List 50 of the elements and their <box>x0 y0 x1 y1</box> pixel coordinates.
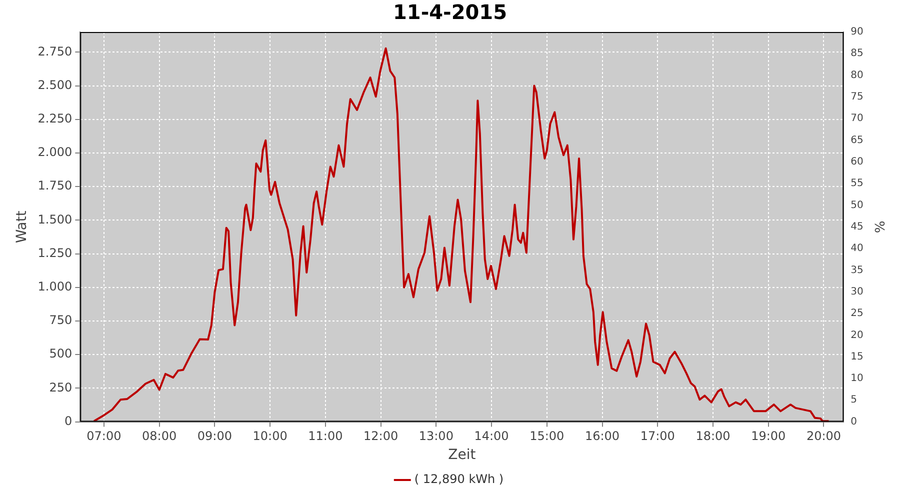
x-tick-label: 11:00 <box>308 429 343 444</box>
y2-tick-label: 90 <box>850 26 864 38</box>
y2-tick-label: 70 <box>850 113 864 124</box>
x-tick-label: 17:00 <box>640 429 675 444</box>
x-tick-label: 15:00 <box>530 429 564 444</box>
y-tick-label: 750 <box>49 313 72 328</box>
y2-tick-label: 55 <box>850 178 864 190</box>
y2-tick-label: 35 <box>850 264 864 276</box>
y2-tick-label: 60 <box>850 156 864 168</box>
x-tick-label: 07:00 <box>86 429 122 444</box>
y-tick-label: 500 <box>49 346 72 361</box>
y2-tick-label: 0 <box>850 416 858 428</box>
y-tick-label: 1.750 <box>38 178 72 193</box>
y-tick-label: 1.000 <box>38 280 72 294</box>
y2-tick-label: 20 <box>850 330 864 341</box>
x-tick-label: 19:00 <box>751 429 786 444</box>
x-tick-label: 08:00 <box>142 429 177 444</box>
y2-tick-label: 45 <box>850 221 864 232</box>
x-tick-label: 13:00 <box>418 429 454 444</box>
y-tick-label: 1.250 <box>38 246 72 260</box>
y2-tick-label: 80 <box>850 70 864 81</box>
legend-label: ( 12,890 kWh ) <box>414 472 504 486</box>
y-axis-title: Watt <box>14 210 30 244</box>
y2-tick-label: 85 <box>850 48 864 60</box>
y-tick-label: 2.500 <box>38 78 72 92</box>
y2-tick-label: 40 <box>850 243 864 254</box>
x-tick-label: 20:00 <box>806 429 842 444</box>
x-tick-label: 16:00 <box>584 429 620 444</box>
y2-tick-label: 65 <box>850 134 864 146</box>
chart-title: 11-4-2015 <box>392 0 508 24</box>
y-tick-label: 0 <box>64 414 72 428</box>
y-tick-label: 250 <box>49 380 72 394</box>
x-axis-title: Zeit <box>448 447 476 464</box>
x-tick-label: 12:00 <box>364 429 398 444</box>
x-tick-label: 14:00 <box>474 429 509 444</box>
y-tick-label: 1.500 <box>38 212 72 226</box>
y2-tick-label: 30 <box>850 286 864 298</box>
x-tick-label: 10:00 <box>252 429 288 444</box>
y-tick-label: 2.000 <box>38 145 72 160</box>
x-tick-label: 18:00 <box>696 429 730 444</box>
y2-tick-label: 5 <box>850 394 858 406</box>
y2-tick-label: 50 <box>850 200 864 211</box>
y2-tick-label: 25 <box>850 308 864 320</box>
y2-tick-label: 10 <box>850 373 864 384</box>
x-tick-label: 09:00 <box>197 429 232 444</box>
y2-tick-label: 75 <box>850 92 864 103</box>
y-tick-label: 2.750 <box>38 44 72 58</box>
y2-tick-label: 15 <box>850 351 864 362</box>
y-tick-label: 2.250 <box>38 111 72 126</box>
y2-axis-title: % <box>870 220 886 234</box>
